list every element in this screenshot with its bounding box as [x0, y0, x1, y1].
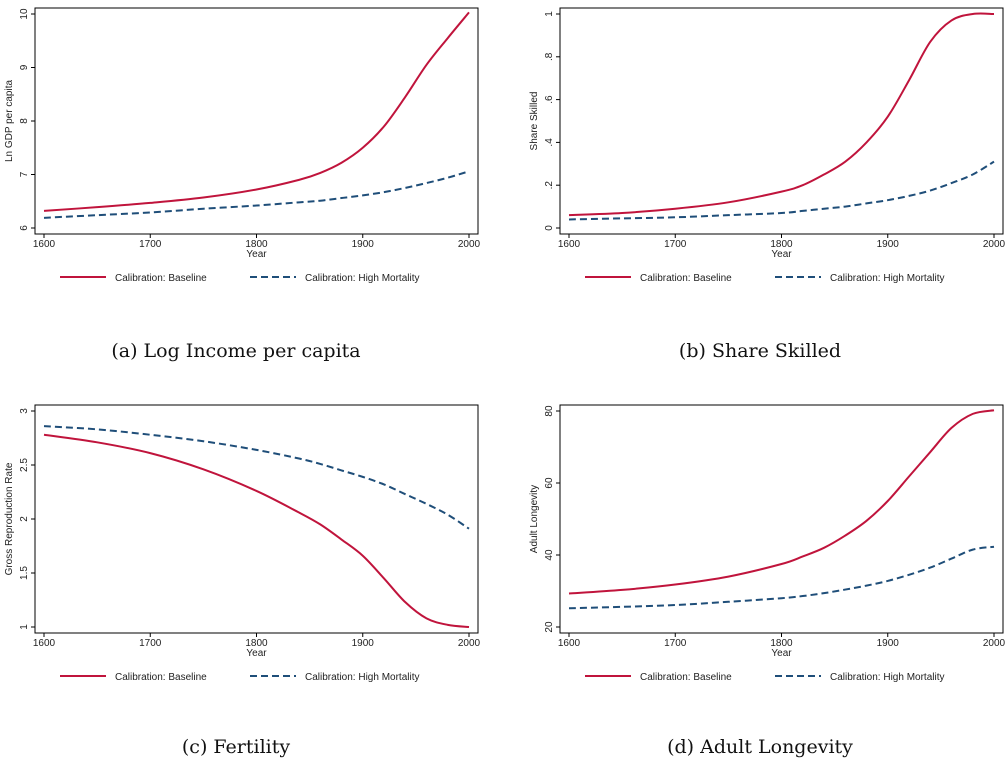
y-tick-label: 80 [544, 405, 555, 417]
x-tick-label: 1900 [877, 239, 900, 250]
y-tick-label: 3 [19, 408, 30, 414]
y-axis-label: Gross Reproduction Rate [4, 462, 15, 575]
chart-panel-4: 1600 1700 1800 1900 2000 20 40 60 80 Year Adult Lo… [529, 404, 1006, 758]
y-tick-label: .6 [544, 95, 555, 104]
high-mortality-series-line [568, 545, 995, 610]
y-tick-label: 1.5 [19, 566, 30, 580]
baseline-series-line [568, 409, 995, 595]
x-tick-label: 1700 [664, 239, 687, 250]
plot-frame [34, 404, 479, 634]
high-mortality-series-line [568, 160, 995, 221]
x-tick-label: 2000 [458, 638, 481, 649]
chart-panel-3: 1600 1700 1800 1900 2000 1 1.5 2 2.5 3 Year Gross R… [4, 404, 481, 758]
x-tick-label: 1800 [770, 638, 793, 649]
legend-baseline-label: Calibration: Baseline [115, 273, 207, 284]
legend-high-mortality-label: Calibration: High Mortality [830, 672, 945, 683]
x-tick-label: 1700 [139, 638, 162, 649]
y-tick-label: 10 [19, 8, 30, 20]
y-tick-label: 1 [544, 11, 555, 17]
legend: Calibration: Baseline Calibration: High M… [60, 273, 420, 284]
y-tick-label: 40 [544, 549, 555, 561]
y-tick-label: .8 [544, 52, 555, 61]
baseline-series-line [43, 433, 470, 628]
plot-frame [34, 7, 479, 235]
high-mortality-series-line [43, 425, 470, 530]
y-axis-label: Ln GDP per capita [4, 80, 15, 163]
panel-caption: (a) Log Income per capita [111, 340, 360, 362]
legend: Calibration: Baseline Calibration: High M… [585, 273, 945, 284]
y-tick-label: .2 [544, 181, 555, 190]
x-tick-label: 1800 [770, 239, 793, 250]
x-tick-label: 1900 [877, 638, 900, 649]
legend: Calibration: Baseline Calibration: High M… [60, 672, 420, 683]
x-tick-label: 1700 [139, 239, 162, 250]
y-tick-label: 2 [19, 516, 30, 522]
y-axis-label: Adult Longevity [529, 485, 540, 553]
panel-caption: (b) Share Skilled [679, 340, 841, 362]
chart-panel-2: 1600 1700 1800 1900 2000 0 .2 .4 .6 .8 1 Year Share … [529, 7, 1006, 362]
y-tick-label: 7 [19, 171, 30, 177]
chart-panel-1: 1600 1700 1800 1900 2000 6 7 8 9 10 Year Ln GDP per… [4, 7, 481, 362]
y-tick-label: 0 [544, 225, 555, 231]
x-axis-label: Year [771, 648, 792, 659]
y-tick-label: 9 [19, 64, 30, 70]
y-tick-label: 2.5 [19, 458, 30, 472]
baseline-series-line [568, 12, 995, 217]
y-tick-label: 8 [19, 118, 30, 124]
y-tick-label: 1 [19, 624, 30, 630]
y-tick-label: 60 [544, 477, 555, 489]
legend-baseline-label: Calibration: Baseline [640, 273, 732, 284]
high-mortality-series-line [43, 170, 470, 219]
y-tick-label: 20 [544, 621, 555, 633]
legend-baseline-label: Calibration: Baseline [640, 672, 732, 683]
legend-high-mortality-label: Calibration: High Mortality [830, 273, 945, 284]
x-tick-label: 1800 [245, 239, 268, 250]
x-tick-label: 1600 [558, 239, 581, 250]
panel-caption: (c) Fertility [182, 736, 290, 758]
x-tick-label: 1800 [245, 638, 268, 649]
y-tick-label: .4 [544, 138, 555, 147]
y-axis-label: Share Skilled [529, 92, 540, 151]
legend-high-mortality-label: Calibration: High Mortality [305, 672, 420, 683]
x-tick-label: 1600 [33, 638, 56, 649]
x-tick-label: 2000 [983, 638, 1006, 649]
x-axis-label: Year [246, 648, 267, 659]
x-tick-label: 1900 [352, 638, 375, 649]
legend-high-mortality-label: Calibration: High Mortality [305, 273, 420, 284]
x-tick-label: 1600 [558, 638, 581, 649]
legend: Calibration: Baseline Calibration: High M… [585, 672, 945, 683]
plot-frame [559, 7, 1004, 235]
x-tick-label: 2000 [458, 239, 481, 250]
x-tick-label: 1700 [664, 638, 687, 649]
x-tick-label: 1900 [352, 239, 375, 250]
x-tick-label: 2000 [983, 239, 1006, 250]
panel-caption: (d) Adult Longevity [667, 736, 853, 758]
x-axis-label: Year [771, 249, 792, 260]
x-axis-label: Year [246, 249, 267, 260]
x-tick-label: 1600 [33, 239, 56, 250]
legend-baseline-label: Calibration: Baseline [115, 672, 207, 683]
baseline-series-line [43, 11, 470, 212]
y-tick-label: 6 [19, 225, 30, 231]
